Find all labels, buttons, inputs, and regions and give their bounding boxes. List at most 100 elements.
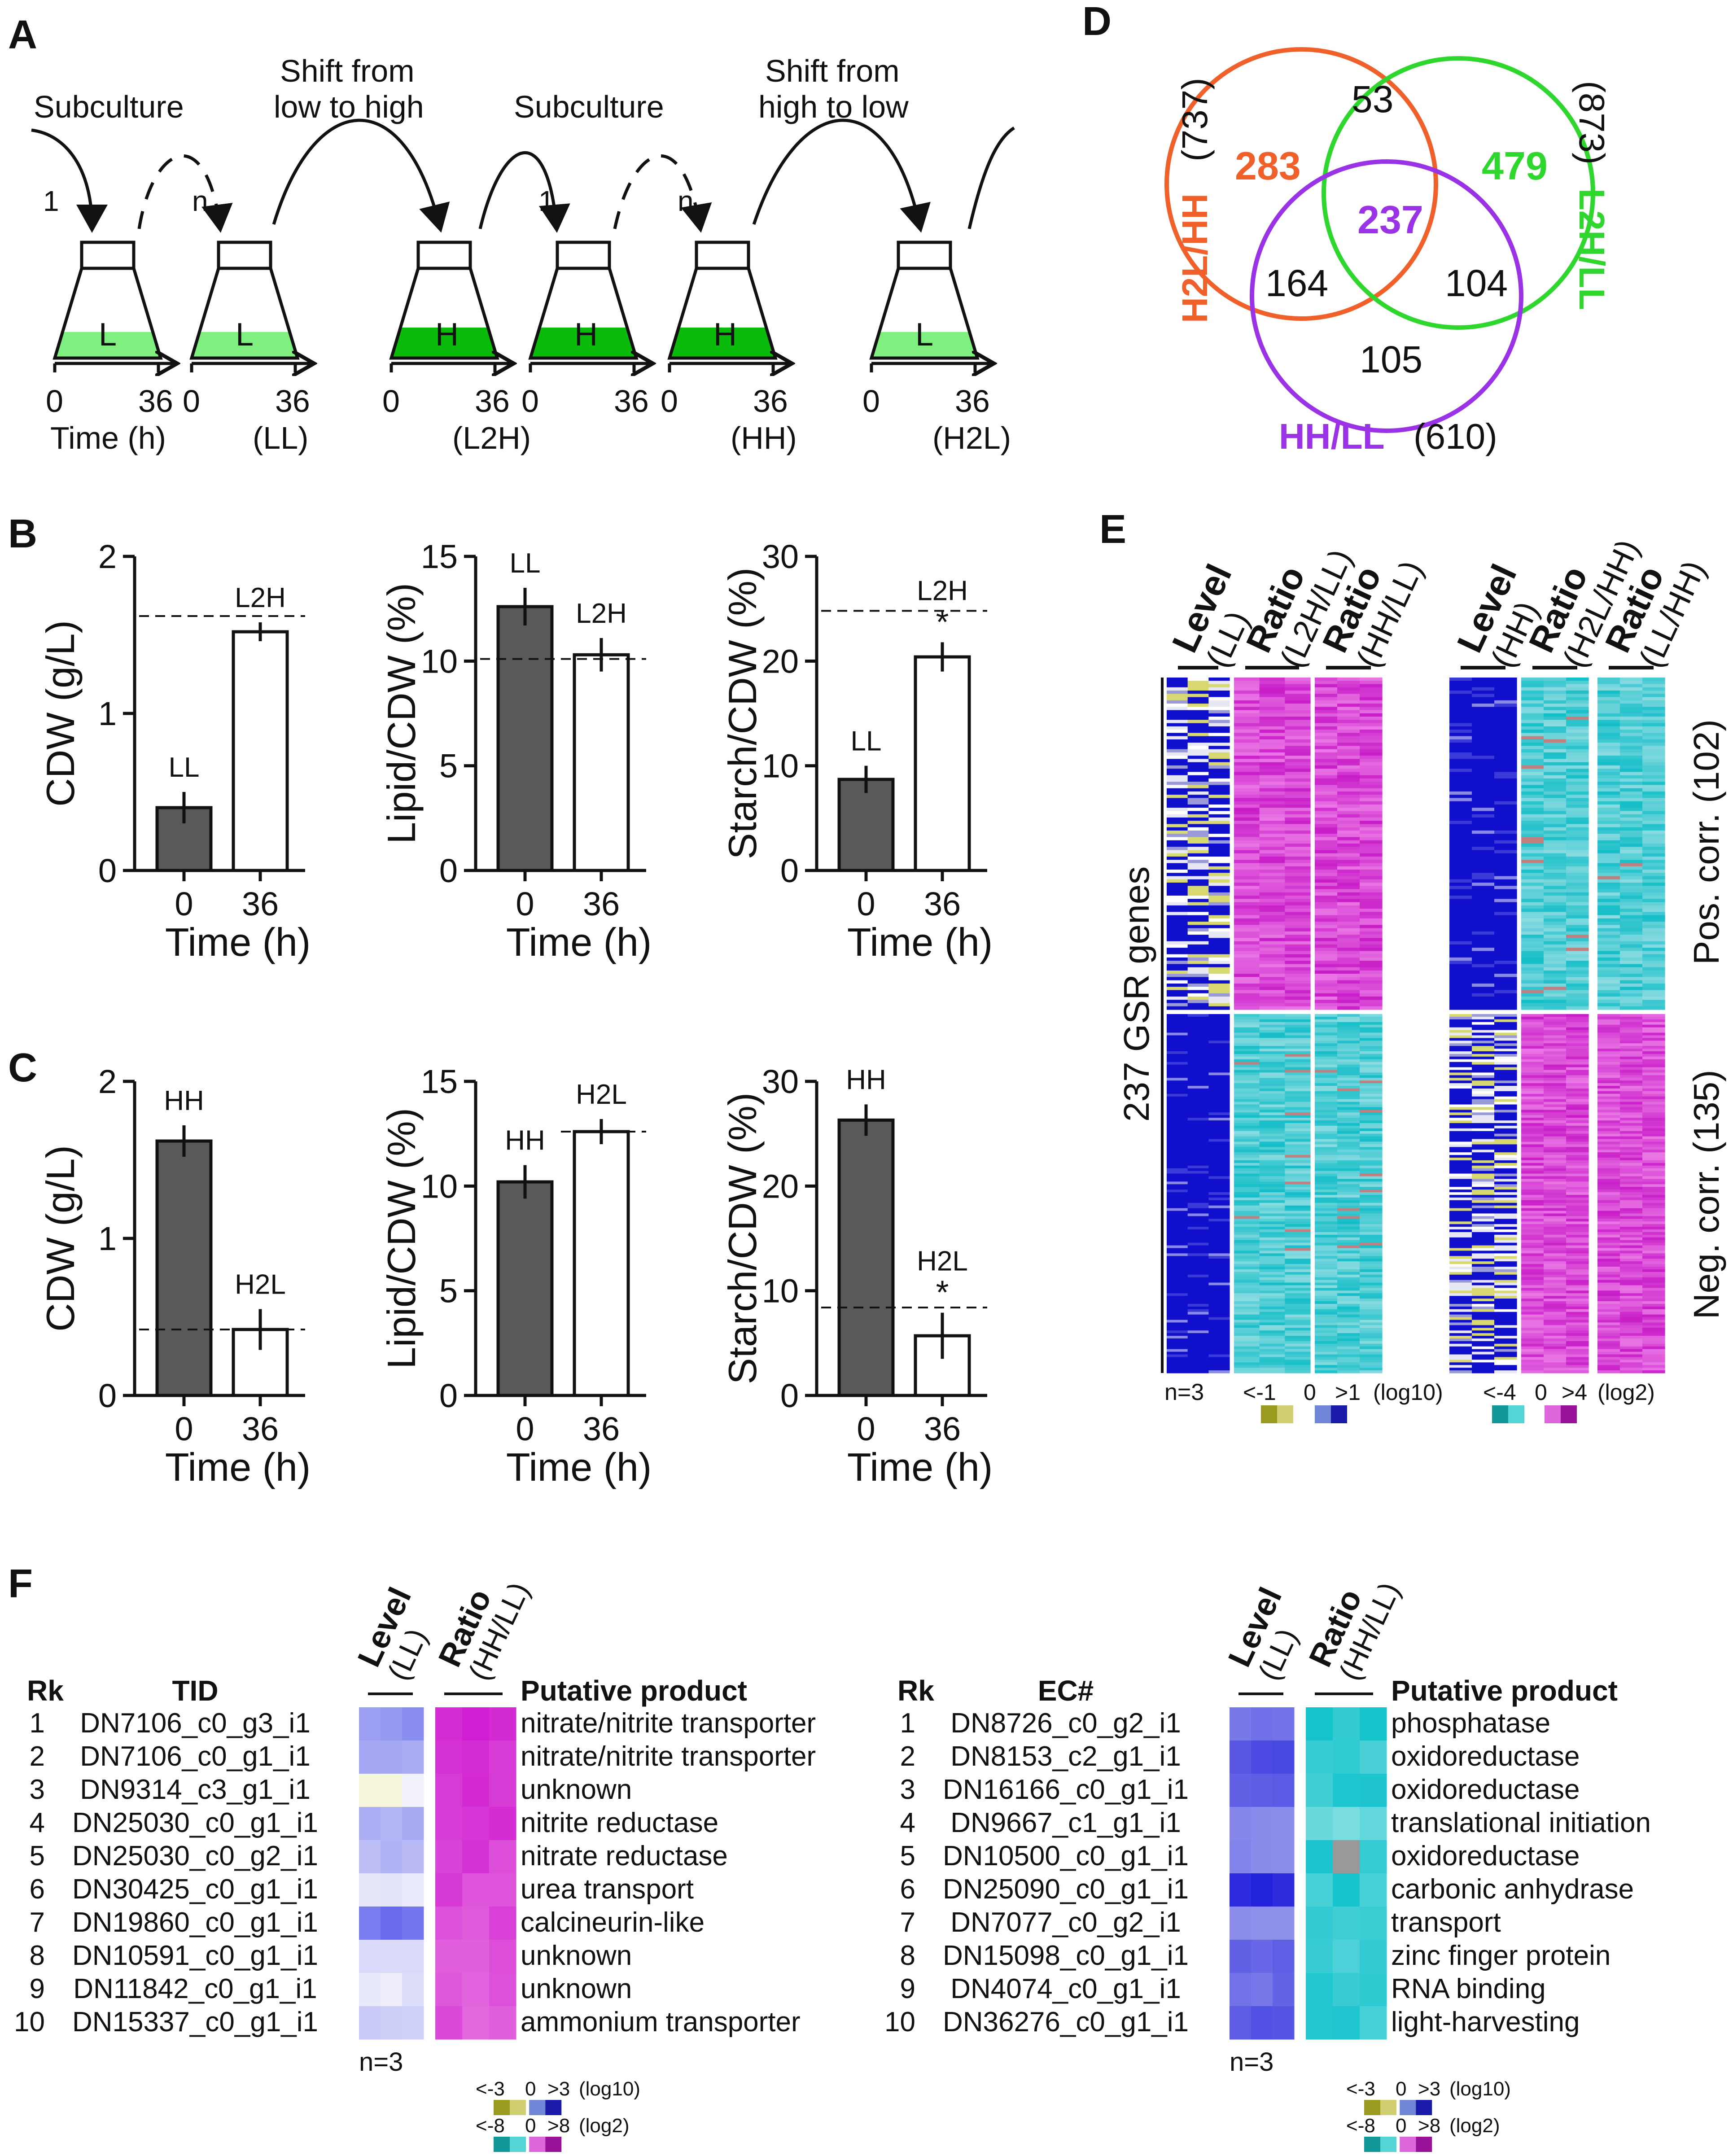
heatmap-cell: [1360, 951, 1383, 955]
heatmap-cell: [1315, 1041, 1338, 1044]
row-rank: 5: [900, 1841, 915, 1872]
heatmap-cell: [1597, 857, 1620, 860]
heatmap-cell: [1521, 967, 1544, 971]
heatmap-cell: [1620, 909, 1643, 912]
heatmap-cell: [1544, 1346, 1567, 1350]
heatmap-cell: [1620, 1070, 1643, 1073]
heatmap-cell: [1521, 759, 1544, 763]
heatmap-cell: [1315, 814, 1338, 818]
bar-label: HH: [846, 1064, 886, 1095]
heatmap-cell: [1544, 1000, 1567, 1004]
legend-swatch: [1416, 2137, 1432, 2152]
heatmap-cell: [1620, 1091, 1643, 1094]
heatmap-cell: [1360, 1343, 1383, 1347]
heatmap-cell: [1494, 912, 1517, 916]
heatmap-cell: [1566, 1351, 1589, 1355]
heatmap-cell: [1187, 762, 1209, 766]
heatmap-cell: [1285, 1139, 1311, 1142]
heatmap-cell: [1521, 1251, 1544, 1254]
heatmap-cell: [1620, 1282, 1643, 1286]
heatmap-cell: [1167, 1160, 1188, 1163]
heatmap-cell: [1597, 726, 1620, 730]
heatmap-cell: [1472, 980, 1495, 984]
heatmap-cell: [1337, 678, 1360, 681]
heatmap-cell: [1642, 928, 1665, 932]
heatmap-cell: [1167, 954, 1188, 958]
heatmap-cell: [1285, 1237, 1311, 1241]
heatmap-cell: [1597, 1176, 1620, 1180]
heatmap-cell: [1642, 1000, 1665, 1004]
heatmap-cell: [1620, 707, 1643, 711]
heatmap-cell: [1642, 1277, 1665, 1281]
heatmap-cell: [1566, 1171, 1589, 1174]
heatmap-cell: [1566, 1190, 1589, 1193]
heatmap-cell: [1449, 1064, 1472, 1068]
heatmap-cell: [1597, 1338, 1620, 1342]
heatmap-cell: [1259, 1102, 1285, 1105]
heatmap-cell: [1597, 918, 1620, 922]
heatmap-cell: [1360, 1158, 1383, 1161]
heatmap-cell: [1472, 1346, 1495, 1350]
heatmap-cell: [1187, 951, 1209, 955]
heatmap-cell: [1167, 896, 1188, 899]
heatmap-cell: [1620, 730, 1643, 733]
heatmap-cell: [1337, 1336, 1360, 1339]
heatmap-cell: [1521, 1314, 1544, 1318]
legend-swatch: [1400, 2100, 1416, 2115]
heatmap-cell: [1449, 1211, 1472, 1214]
heatmap-cell: [1544, 844, 1567, 847]
heatmap-cell: [1360, 736, 1383, 740]
heatmap-cell: [1544, 1003, 1567, 1007]
heatmap-cell: [1208, 1139, 1230, 1142]
heatmap-cell: [1234, 1194, 1260, 1198]
heatmap-cell: [1234, 1016, 1260, 1020]
heatmap-cell: [1234, 1253, 1260, 1256]
heatmap-cell: [1208, 1333, 1230, 1336]
heatmap-cell: [1259, 1056, 1285, 1060]
ratio-cell: [1333, 1907, 1360, 1940]
heatmap-cell: [1337, 954, 1360, 958]
heatmap-cell: [1544, 1054, 1567, 1057]
heatmap-cell: [1521, 817, 1544, 821]
heatmap-cell: [1208, 1160, 1230, 1163]
heatmap-cell: [1315, 1192, 1338, 1195]
heatmap-cell: [1208, 795, 1230, 799]
heatmap-cell: [1167, 1282, 1188, 1286]
heatmap-cell: [1187, 1346, 1209, 1350]
heatmap-cell: [1167, 1096, 1188, 1100]
heatmap-cell: [1234, 684, 1260, 688]
heatmap-cell: [1494, 1046, 1517, 1049]
heatmap-cell: [1566, 1155, 1589, 1158]
heatmap-cell: [1544, 1336, 1567, 1339]
heatmap-cell: [1187, 892, 1209, 896]
heatmap-cell: [1167, 1163, 1188, 1166]
heatmap-cell: [1544, 756, 1567, 759]
heatmap-cell: [1259, 1107, 1285, 1110]
heatmap-cell: [1521, 726, 1544, 730]
heatmap-cell: [1167, 889, 1188, 893]
heatmap-cell: [1315, 1299, 1338, 1302]
heatmap-cell: [1494, 1000, 1517, 1004]
heatmap-cell: [1337, 1341, 1360, 1344]
heatmap-cell: [1521, 785, 1544, 789]
x-axis-title: Time (h): [847, 920, 993, 964]
legend-log10-lo: <-3: [1346, 2078, 1375, 2100]
heatmap-cell: [1337, 691, 1360, 694]
heatmap-cell: [1187, 1027, 1209, 1031]
heatmap-cell: [1167, 1301, 1188, 1304]
level-cell: [359, 1774, 381, 1807]
heatmap-cell: [1597, 717, 1620, 720]
heatmap-cell: [1167, 811, 1188, 815]
heatmap-cell: [1642, 954, 1665, 958]
heatmap-cell: [1620, 1277, 1643, 1281]
heatmap-cell: [1187, 853, 1209, 857]
heatmap-cell: [1544, 762, 1567, 766]
heatmap-cell: [1259, 824, 1285, 828]
level-cell: [381, 1873, 403, 1907]
heatmap-cell: [1315, 944, 1338, 948]
heatmap-cell: [1597, 1330, 1620, 1334]
heatmap-cell: [1285, 687, 1311, 691]
heatmap-cell: [1259, 1309, 1285, 1312]
heatmap-cell: [1337, 1171, 1360, 1174]
heatmap-cell: [1544, 996, 1567, 1000]
